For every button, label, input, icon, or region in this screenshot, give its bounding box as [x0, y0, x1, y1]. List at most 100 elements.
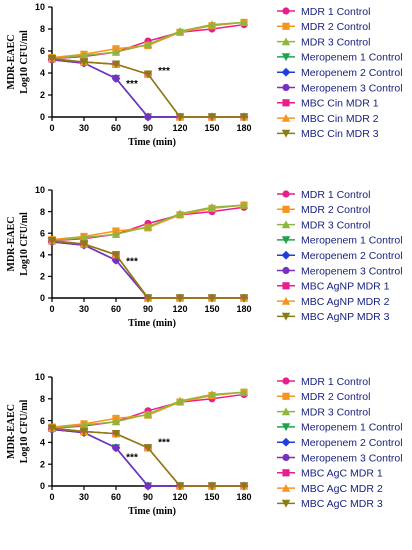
x-tick-label: 90: [143, 123, 153, 133]
legend-label: Meropenem 1 Control: [301, 52, 403, 64]
legend-label: Meropenem 3 Control: [301, 452, 403, 464]
legend-marker: [282, 469, 290, 477]
x-axis-label: Time (min): [128, 318, 176, 329]
x-tick-label: 0: [49, 123, 54, 133]
series-5: [47, 237, 249, 303]
series-3: [47, 200, 249, 245]
y-tick-label: 4: [40, 438, 45, 448]
data-point: [175, 209, 185, 218]
x-tick-label: 30: [79, 304, 89, 314]
series-9: [47, 424, 249, 491]
y-tick-label: 6: [40, 228, 45, 238]
y-tick-label: 8: [40, 24, 45, 34]
legend: MDR 1 Control MDR 2 Control MDR 3 Control M…: [277, 6, 403, 140]
legend-label: Meropenem 2 Control: [301, 67, 403, 79]
legend-marker: [282, 205, 290, 213]
legend-item: MBC AgNP MDR 1: [277, 281, 390, 293]
x-tick-label: 180: [236, 492, 251, 502]
series-line: [51, 428, 244, 487]
y-tick-label: 0: [40, 112, 45, 122]
significance-annotation: ***: [158, 437, 170, 448]
significance-annotation: ***: [126, 256, 138, 267]
legend-item: MDR 2 Control: [277, 391, 370, 403]
legend-label: MBC AgNP MDR 2: [301, 296, 390, 308]
legend-label: MDR 1 Control: [301, 6, 370, 18]
data-point: [79, 240, 89, 249]
legend-marker: [281, 67, 291, 77]
legend-marker: [281, 37, 291, 46]
series-8: [47, 236, 249, 302]
x-tick-label: 60: [111, 123, 121, 133]
x-tick-label: 0: [49, 492, 54, 502]
legend-item: MDR 3 Control: [277, 406, 370, 418]
y-tick-label: 2: [40, 459, 45, 469]
legend-marker: [281, 129, 291, 138]
legend-item: Meropenem 2 Control: [277, 250, 403, 262]
legend-marker: [282, 7, 290, 15]
legend-item: Meropenem 1 Control: [277, 52, 403, 64]
series-line: [51, 428, 244, 487]
y-axis-label-top: MDR-EAEC: [6, 404, 17, 459]
legend-label: MBC AgC MDR 1: [301, 468, 383, 480]
legend-label: MBC Cin MDR 3: [301, 128, 379, 140]
legend-item: MDR 1 Control: [277, 376, 370, 388]
y-tick-label: 0: [40, 481, 45, 491]
legend-label: MDR 3 Control: [301, 406, 370, 418]
legend-item: MDR 2 Control: [277, 21, 370, 33]
x-tick-label: 30: [79, 492, 89, 502]
series-9: [47, 55, 249, 122]
y-axis-label-top: MDR-EAEC: [6, 217, 17, 272]
x-tick-label: 120: [172, 304, 187, 314]
data-point: [112, 74, 120, 83]
data-point: [144, 113, 152, 121]
series-8: [47, 54, 249, 121]
legend-label: MDR 3 Control: [301, 36, 370, 48]
data-point: [239, 113, 249, 122]
legend-label: MBC AgC MDR 2: [301, 483, 383, 495]
series-line: [51, 428, 244, 487]
data-point: [207, 20, 217, 29]
data-point: [47, 424, 57, 433]
data-point: [239, 294, 249, 303]
data-point: [143, 409, 153, 418]
data-point: [79, 51, 89, 59]
series-4: [47, 425, 249, 491]
legend-label: MDR 2 Control: [301, 204, 370, 216]
legend-marker: [282, 266, 290, 275]
chart-panel-2: 0 2 4 6 8 10 0 30 60 90 120 150 180 Time (min) MDR-EAE…: [6, 185, 403, 329]
legend-label: Meropenem 2 Control: [301, 437, 403, 449]
legend-label: MBC Cin MDR 2: [301, 113, 379, 125]
legend-item: MDR 1 Control: [277, 189, 370, 201]
data-point: [143, 40, 153, 48]
series-7: [48, 237, 248, 302]
significance-annotation: ***: [126, 79, 138, 90]
series-5: [47, 55, 249, 122]
series-line: [51, 240, 244, 299]
data-point: [239, 200, 249, 209]
legend-label: MDR 2 Control: [301, 391, 370, 403]
legend-marker: [281, 499, 291, 508]
y-tick-label: 0: [40, 293, 45, 303]
legend-label: MBC Cin MDR 1: [301, 98, 379, 110]
series-6: [48, 425, 248, 490]
data-point: [175, 113, 185, 122]
data-point: [207, 203, 217, 211]
series-line: [51, 59, 244, 118]
series-7: [48, 424, 248, 490]
data-point: [144, 482, 152, 490]
legend-marker: [282, 392, 290, 400]
legend-label: Meropenem 2 Control: [301, 250, 403, 262]
legend-marker: [281, 53, 291, 62]
data-point: [207, 294, 217, 303]
legend-item: MBC AgC MDR 1: [277, 468, 383, 480]
legend-item: Meropenem 3 Control: [277, 452, 403, 464]
y-axis-label-bottom: Log10 CFU/ml: [19, 30, 30, 94]
data-point: [175, 294, 185, 303]
data-point: [111, 47, 121, 56]
series-9: [47, 237, 249, 303]
x-tick-label: 180: [236, 304, 251, 314]
legend-label: MBC AgNP MDR 1: [301, 281, 390, 293]
legend-marker: [282, 99, 290, 107]
legend-label: MDR 2 Control: [301, 21, 370, 33]
